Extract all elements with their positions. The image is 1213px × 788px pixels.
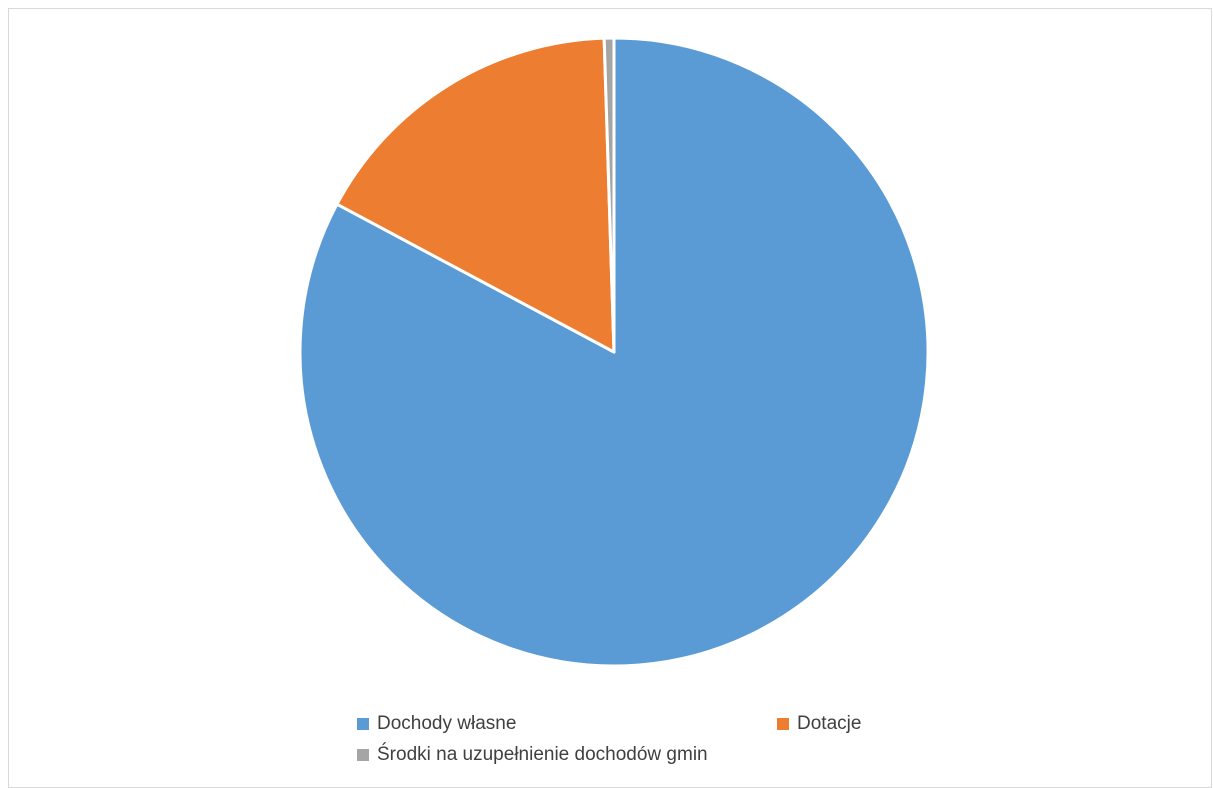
legend-swatch-dochody-wlasne	[357, 718, 369, 730]
legend-label-dochody-wlasne: Dochody własne	[377, 713, 517, 734]
legend-item-dotacje: Dotacje	[777, 713, 861, 735]
legend-item-srodki: Środki na uzupełnienie dochodów gmin	[357, 744, 708, 766]
slice-srodki	[602, 36, 616, 354]
pie-slices	[298, 36, 930, 668]
slice-dotacje	[335, 36, 616, 354]
legend-item-dochody-wlasne: Dochody własne	[357, 713, 516, 735]
legend-label-dotacje: Dotacje	[797, 713, 862, 734]
legend-swatch-dotacje	[777, 718, 789, 730]
legend-swatch-srodki	[357, 749, 369, 761]
legend-label-srodki: Środki na uzupełnienie dochodów gmin	[377, 744, 708, 765]
pie-chart	[298, 36, 930, 668]
